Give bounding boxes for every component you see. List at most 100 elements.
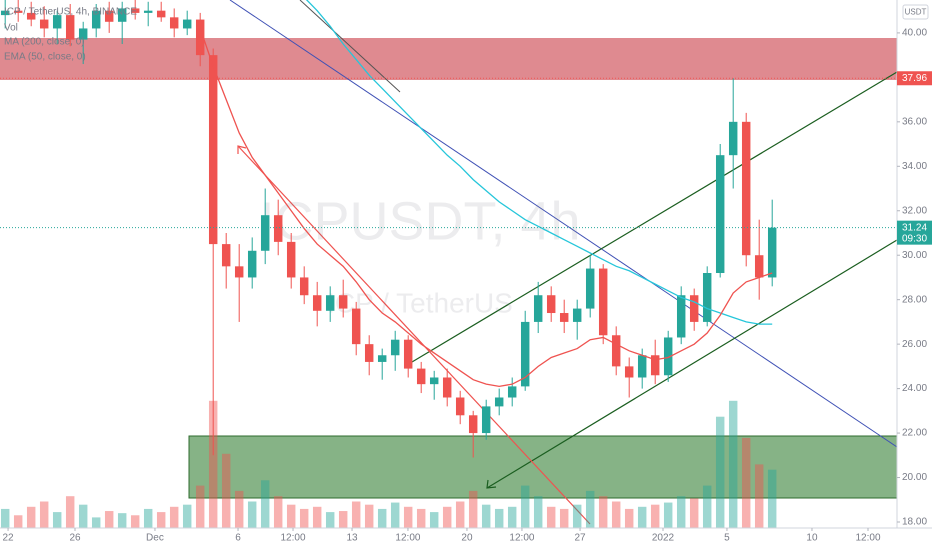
candle-body bbox=[91, 10, 101, 29]
countdown: 09:30 bbox=[902, 233, 927, 244]
candle-body bbox=[338, 295, 348, 309]
candle-body bbox=[195, 19, 205, 56]
candle-body bbox=[390, 339, 400, 356]
candle-body bbox=[598, 268, 608, 336]
y-tick-label: 26.00 bbox=[902, 339, 927, 350]
volume-bar bbox=[0, 508, 10, 528]
candle-body bbox=[520, 321, 530, 387]
x-tick-label: Dec bbox=[146, 533, 164, 544]
y-tick-label: 24.00 bbox=[902, 383, 927, 394]
volume-bar bbox=[598, 496, 608, 528]
y-tick-label: 32.00 bbox=[902, 205, 927, 216]
candle-body bbox=[312, 295, 322, 311]
candle-body bbox=[39, 19, 49, 29]
candle-body bbox=[546, 295, 556, 314]
y-tick-label: 28.00 bbox=[902, 294, 927, 305]
candle-body bbox=[13, 10, 23, 13]
candle-body bbox=[52, 15, 62, 29]
candle-body bbox=[585, 268, 595, 309]
legend-title: ICP / TetherUS, 4h, BINANCE bbox=[4, 7, 137, 18]
volume-bar bbox=[481, 504, 491, 528]
resistance-zone bbox=[0, 38, 897, 80]
candle-body bbox=[156, 10, 166, 18]
candle-body bbox=[663, 337, 673, 376]
volume-bar bbox=[117, 513, 127, 528]
volume-bar bbox=[533, 496, 543, 528]
volume-bar bbox=[403, 506, 413, 528]
volume-bar bbox=[507, 506, 517, 528]
candle-body bbox=[533, 295, 543, 322]
candle-body bbox=[182, 19, 192, 29]
watermark: ICPUSDT, 4h bbox=[259, 191, 580, 251]
volume-bar bbox=[689, 498, 699, 528]
arrow-line bbox=[237, 145, 591, 525]
x-tick-label: 12:00 bbox=[281, 533, 306, 544]
volume-bar bbox=[13, 515, 23, 528]
volume-bar bbox=[390, 502, 400, 528]
x-tick-label: 12:00 bbox=[509, 533, 534, 544]
y-tick-label: 40.00 bbox=[902, 28, 927, 39]
volume-bar bbox=[715, 416, 725, 528]
volume-bar bbox=[546, 506, 556, 528]
volume-bar bbox=[143, 508, 153, 528]
candle-body bbox=[351, 308, 361, 345]
level-tag bbox=[897, 71, 932, 86]
volume-bar bbox=[182, 504, 192, 528]
volume-bar bbox=[676, 496, 686, 528]
candle-body bbox=[468, 415, 478, 434]
candle-body bbox=[273, 215, 283, 242]
candle-body bbox=[260, 215, 270, 251]
volume-bar bbox=[156, 512, 166, 528]
candle-body bbox=[208, 55, 218, 245]
candle-body bbox=[364, 344, 374, 362]
support-zone bbox=[188, 435, 898, 499]
x-tick-label: 26 bbox=[69, 533, 81, 544]
moving-average bbox=[199, 28, 773, 388]
candle-body bbox=[689, 295, 699, 322]
candle-body bbox=[429, 377, 439, 385]
legend-ma: MA (200, close, 0) bbox=[4, 37, 85, 48]
candle-body bbox=[130, 8, 140, 13]
volume-bar bbox=[559, 508, 569, 528]
volume-bar bbox=[195, 485, 205, 528]
volume-bar bbox=[494, 508, 504, 528]
x-tick-label: 27 bbox=[574, 533, 586, 544]
candle-body bbox=[767, 227, 777, 278]
currency: USDT bbox=[905, 8, 927, 17]
candle-body bbox=[728, 121, 738, 156]
volume-bar bbox=[169, 506, 179, 528]
arrow-head bbox=[486, 479, 497, 489]
candle-body bbox=[169, 17, 179, 29]
x-tick-label: 20 bbox=[461, 533, 473, 544]
candle-body bbox=[650, 355, 660, 376]
candle-body bbox=[234, 266, 244, 278]
volume-bar bbox=[728, 400, 738, 528]
candle-body bbox=[247, 250, 257, 278]
candle-body bbox=[286, 241, 296, 278]
volume-bar bbox=[52, 512, 62, 528]
volume-bar bbox=[208, 400, 218, 528]
volume-bar bbox=[416, 508, 426, 528]
trend-line bbox=[229, 0, 898, 448]
x-tick-label: 12:00 bbox=[395, 533, 420, 544]
volume-bar bbox=[234, 490, 244, 528]
candle-body bbox=[117, 8, 127, 22]
legend-volume: Vol bbox=[4, 23, 18, 34]
volume-bar bbox=[130, 515, 140, 528]
volume-bar bbox=[741, 437, 751, 528]
volume-bar bbox=[702, 485, 712, 528]
candle-body bbox=[325, 295, 335, 311]
volume-bar bbox=[520, 485, 530, 528]
candle-body bbox=[559, 313, 569, 322]
volume-bar bbox=[637, 506, 647, 528]
candle-body bbox=[481, 406, 491, 434]
arrow-head bbox=[237, 145, 247, 154]
volume-bar bbox=[26, 506, 36, 528]
y-tick-label: 36.00 bbox=[902, 116, 927, 127]
candle-body bbox=[221, 244, 231, 267]
volume-bar bbox=[273, 496, 283, 528]
volume-bar bbox=[364, 504, 374, 528]
volume-bar bbox=[325, 512, 335, 528]
volume-bar bbox=[468, 490, 478, 528]
